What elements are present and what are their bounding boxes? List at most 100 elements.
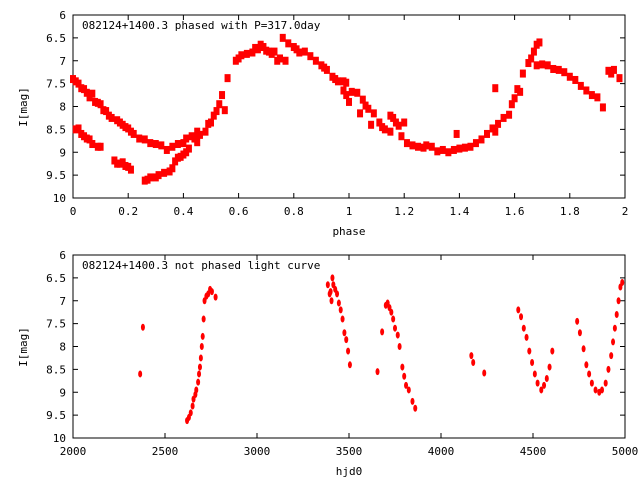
data-point <box>561 68 568 77</box>
data-point <box>530 359 535 367</box>
data-point <box>224 74 231 83</box>
data-point <box>198 354 203 362</box>
data-point <box>357 109 364 118</box>
data-point <box>89 89 96 98</box>
data-point <box>616 74 623 83</box>
data-point <box>210 111 217 120</box>
data-point <box>380 328 385 336</box>
data-point <box>336 299 341 307</box>
y-tick-label: 8.5 <box>46 123 66 136</box>
data-point <box>478 135 485 144</box>
x-tick-label: 1.4 <box>449 205 469 218</box>
y-tick-label: 10 <box>53 192 66 205</box>
x-tick-label: 1 <box>346 205 353 218</box>
data-point <box>344 336 349 344</box>
y-tick-label: 10 <box>53 432 66 445</box>
data-point <box>575 317 580 325</box>
data-point <box>527 347 532 355</box>
data-point <box>213 107 220 116</box>
y-tick-label: 6 <box>59 9 66 22</box>
data-point <box>329 297 334 305</box>
data-point <box>199 343 204 350</box>
data-point <box>588 91 595 100</box>
data-point <box>301 47 308 56</box>
data-point <box>611 338 616 346</box>
data-point <box>583 86 590 95</box>
data-point <box>243 49 250 58</box>
x-tick-label: 2000 <box>60 445 87 458</box>
data-point <box>456 144 463 153</box>
data-point <box>348 87 355 96</box>
data-point <box>428 142 435 151</box>
x-tick-label: 0.2 <box>118 205 138 218</box>
data-point <box>312 56 319 65</box>
data-point <box>340 86 347 95</box>
data-point <box>347 361 352 369</box>
data-point <box>213 293 218 301</box>
data-point <box>249 48 256 57</box>
x-axis-label: phase <box>332 225 365 238</box>
data-point <box>75 79 82 88</box>
data-point <box>594 93 601 102</box>
data-point <box>389 308 394 316</box>
data-point <box>183 134 190 143</box>
data-point <box>147 173 154 182</box>
data-point <box>484 129 490 138</box>
data-point <box>482 369 487 377</box>
data-point <box>338 306 343 314</box>
x-tick-label: 4000 <box>428 445 455 458</box>
data-point <box>614 310 619 318</box>
data-point <box>506 110 513 119</box>
data-point <box>439 145 446 154</box>
x-tick-label: 0.6 <box>229 205 249 218</box>
data-point <box>461 143 468 152</box>
data-point <box>75 124 82 133</box>
data-point <box>200 332 205 340</box>
y-tick-label: 9.5 <box>46 409 66 422</box>
data-point <box>544 61 551 70</box>
data-point <box>469 352 474 360</box>
data-point <box>521 324 526 332</box>
x-tick-label: 2 <box>622 205 629 218</box>
y-tick-label: 8 <box>59 341 66 354</box>
data-point <box>194 386 199 394</box>
x-tick-label: 2500 <box>152 445 179 458</box>
data-point <box>334 77 341 86</box>
x-tick-label: 1.8 <box>560 205 580 218</box>
data-point <box>365 104 372 113</box>
data-point <box>152 140 159 149</box>
data-point <box>174 140 181 149</box>
data-point <box>209 288 214 296</box>
data-point <box>340 315 345 323</box>
y-tick-label: 9 <box>59 146 66 159</box>
data-point <box>508 100 515 109</box>
data-point <box>127 165 134 174</box>
data-point <box>516 306 521 314</box>
data-point <box>381 125 388 134</box>
data-point <box>492 84 499 93</box>
data-point <box>519 313 524 321</box>
data-point <box>544 375 549 383</box>
y-tick-label: 9 <box>59 386 66 399</box>
data-point <box>577 81 584 90</box>
x-tick-label: 0 <box>70 205 77 218</box>
data-point <box>577 329 582 337</box>
data-point <box>589 379 594 387</box>
data-point <box>550 64 557 73</box>
data-point <box>390 113 397 122</box>
data-point <box>413 404 418 412</box>
data-point <box>395 331 400 339</box>
data-point <box>202 127 209 136</box>
data-point <box>620 278 625 286</box>
plot-frame <box>72 254 626 439</box>
data-point <box>391 315 396 323</box>
data-point <box>471 359 476 367</box>
x-tick-label: 4500 <box>520 445 547 458</box>
data-point <box>404 381 409 389</box>
data-point <box>354 88 361 97</box>
data-point <box>393 324 397 332</box>
data-point <box>572 75 579 84</box>
data-point <box>423 141 430 150</box>
data-point <box>196 378 201 386</box>
